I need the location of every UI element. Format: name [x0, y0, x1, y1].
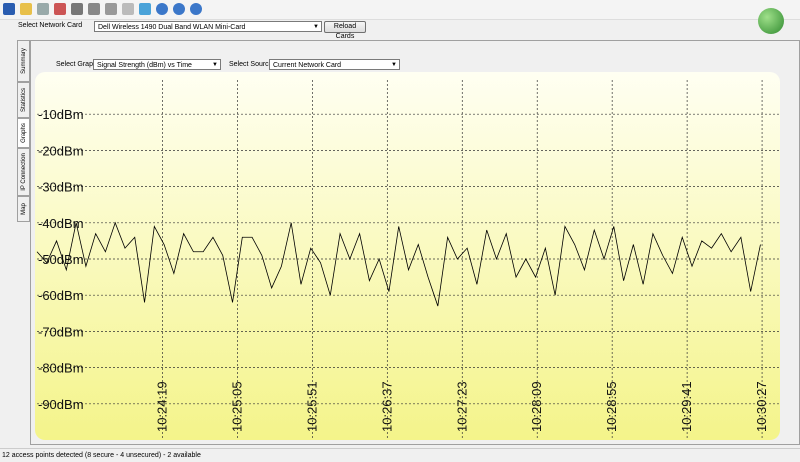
- network-card-label: Select Network Card: [18, 22, 83, 29]
- open-icon[interactable]: [20, 3, 32, 15]
- x-tick-label: 10:28:09: [529, 381, 544, 432]
- x-tick-label: 10:30:27: [754, 381, 769, 432]
- graph-select-label: Select Graph: [56, 61, 97, 68]
- web-icon[interactable]: [156, 3, 168, 15]
- tool-icon[interactable]: [122, 3, 134, 15]
- select-value: Current Network Card: [273, 62, 342, 69]
- print-icon[interactable]: [88, 3, 100, 15]
- tab[interactable]: IP Connection: [17, 148, 30, 196]
- network-card-select[interactable]: Dell Wireless 1490 Dual Band WLAN Mini-C…: [94, 21, 322, 32]
- source-select-label: Select Source: [229, 61, 273, 68]
- help-icon[interactable]: [190, 3, 202, 15]
- x-tick-label: 10:25:05: [229, 381, 244, 432]
- y-tick-label: -20dBm: [38, 143, 84, 158]
- graph-select[interactable]: Signal Strength (dBm) vs Time ▼: [93, 59, 221, 70]
- y-tick-label: -90dBm: [38, 397, 84, 412]
- y-tick-label: -70dBm: [38, 324, 84, 339]
- plot-area: [35, 72, 780, 440]
- tool-icon[interactable]: [105, 3, 117, 15]
- tab[interactable]: Statistics: [17, 82, 30, 118]
- tool-icon[interactable]: [71, 3, 83, 15]
- tab[interactable]: Graphs: [17, 118, 30, 148]
- y-tick-label: -10dBm: [38, 107, 84, 122]
- y-tick-label: -60dBm: [38, 288, 84, 303]
- reload-button[interactable]: Reload Cards: [324, 21, 366, 40]
- x-tick-label: 10:24:19: [154, 381, 169, 432]
- status-text: 12 access points detected (8 secure - 4 …: [2, 452, 201, 459]
- status-bar: 12 access points detected (8 secure - 4 …: [0, 448, 800, 462]
- x-tick-label: 10:27:23: [454, 381, 469, 432]
- select-value: Dell Wireless 1490 Dual Band WLAN Mini-C…: [98, 24, 246, 31]
- tool-icon[interactable]: [139, 3, 151, 15]
- signal-line: [36, 221, 761, 307]
- tab[interactable]: Map: [17, 196, 30, 222]
- y-tick-label: -50dBm: [38, 252, 84, 267]
- select-value: Signal Strength (dBm) vs Time: [97, 62, 192, 69]
- source-select[interactable]: Current Network Card ▼: [269, 59, 400, 70]
- info-icon[interactable]: [173, 3, 185, 15]
- tool-icon[interactable]: [37, 3, 49, 15]
- tool-icon[interactable]: [54, 3, 66, 15]
- y-tick-label: -80dBm: [38, 361, 84, 376]
- tab[interactable]: Summary: [17, 40, 30, 82]
- x-tick-label: 10:28:55: [604, 381, 619, 432]
- save-icon[interactable]: [3, 3, 15, 15]
- y-tick-label: -30dBm: [38, 180, 84, 195]
- x-tick-label: 10:26:37: [379, 381, 394, 432]
- y-tick-label: -40dBm: [38, 216, 84, 231]
- app-logo: [758, 8, 784, 34]
- x-tick-label: 10:29:41: [679, 381, 694, 432]
- x-tick-label: 10:25:51: [304, 381, 319, 432]
